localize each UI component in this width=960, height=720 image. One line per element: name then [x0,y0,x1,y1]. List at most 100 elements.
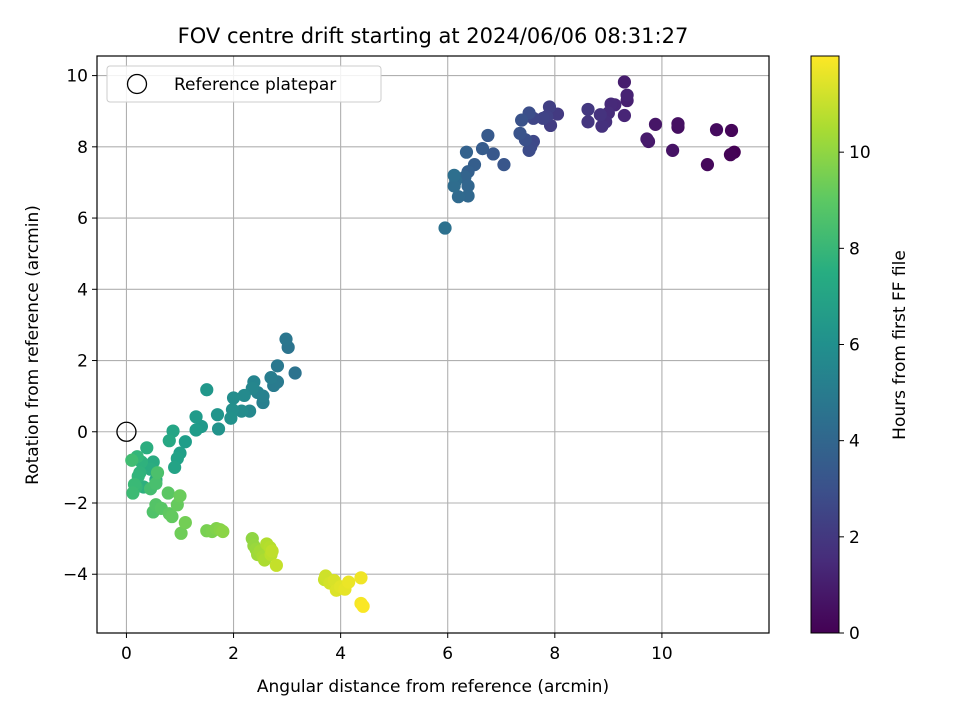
data-point [354,571,368,585]
y-tick-label: 10 [66,67,88,87]
colorbar-tick-label: 2 [849,528,860,548]
data-point [200,383,214,397]
data-point [513,126,527,140]
reference-platepar-marker [116,421,137,442]
x-tick-label: 0 [121,644,132,664]
data-point [438,221,452,235]
data-point [497,158,511,172]
data-point [522,143,536,157]
data-point [178,515,192,530]
data-point [162,434,176,448]
data-point [178,435,192,449]
x-axis-ticks: 0 2 4 6 8 10 [121,633,673,664]
colorbar-tick-label: 4 [849,432,860,452]
data-point [447,168,461,182]
y-tick-label: −4 [63,565,88,585]
data-point [165,509,179,524]
data-point [640,132,654,146]
data-point [224,411,238,425]
data-point [149,476,163,491]
data-point [173,489,187,503]
legend: Reference platepar [106,65,382,103]
data-point [265,544,279,558]
x-axis-label: Angular distance from reference (arcmin) [257,677,609,697]
y-tick-label: 0 [77,423,88,443]
x-tick-label: 4 [335,644,346,664]
data-point [475,142,490,156]
data-point [211,422,226,436]
colorbar-gradient [810,55,840,634]
data-point [126,486,140,500]
grid-lines [97,56,769,633]
x-tick-label: 2 [228,644,239,664]
data-point [270,359,285,373]
colorbar: 0 2 4 6 8 10 Hours from first FF file [810,55,910,644]
data-point [486,147,500,161]
data-point [356,599,370,613]
data-point [709,123,724,137]
data-point [617,75,632,89]
data-point [461,179,475,193]
legend-marker-reference-platepar [126,73,148,95]
data-point [279,332,293,346]
data-point [648,117,663,131]
data-point [161,486,175,500]
chart-title: FOV centre drift starting at 2024/06/06 … [178,24,689,48]
colorbar-tick-label: 0 [849,624,860,644]
data-point [226,391,241,405]
data-point [269,558,283,572]
colorbar-label: Hours from first FF file [890,250,910,440]
data-point [210,408,225,422]
y-tick-label: 4 [77,280,88,300]
data-point [447,179,461,193]
data-point [125,453,139,467]
y-axis-label: Rotation from reference (arcmin) [23,205,43,485]
data-point [671,117,685,131]
data-point [620,88,634,102]
y-tick-label: −2 [63,494,88,514]
colorbar-ticks: 0 2 4 6 8 10 [839,143,871,644]
data-point [481,128,495,143]
data-point [700,158,715,172]
data-point [168,460,182,474]
legend-label-reference-platepar: Reference platepar [174,75,336,95]
y-tick-label: 6 [77,209,88,229]
data-point [593,108,607,122]
x-tick-label: 10 [651,644,673,664]
data-points [125,75,741,613]
data-point [237,388,251,403]
data-point [451,190,466,204]
data-point [216,524,230,539]
data-point [189,410,203,424]
colorbar-tick-label: 8 [849,239,860,259]
data-point [724,123,739,138]
y-axis-ticks: −4 −2 0 2 4 6 8 10 [63,67,97,585]
colorbar-tick-label: 6 [849,336,860,356]
data-point [617,108,632,123]
data-point [174,526,188,540]
colorbar-tick-label: 10 [849,143,871,163]
y-tick-label: 2 [77,352,88,372]
data-point [342,575,356,589]
data-point [515,113,529,127]
data-point [140,441,154,455]
data-point [536,111,550,125]
data-point [459,145,474,159]
legend-box [106,65,382,103]
x-tick-label: 8 [549,644,560,664]
data-point [581,102,595,117]
data-point [288,366,302,380]
data-point [666,143,680,157]
data-point [264,371,278,385]
reference-marker-group [116,421,137,442]
y-tick-label: 8 [77,138,88,158]
data-point [189,423,203,437]
x-tick-label: 6 [442,644,453,664]
data-point [461,189,475,203]
data-point [723,148,738,162]
data-point [595,119,609,133]
data-point [581,115,595,129]
data-point [150,466,165,480]
plot-frame [96,55,770,634]
